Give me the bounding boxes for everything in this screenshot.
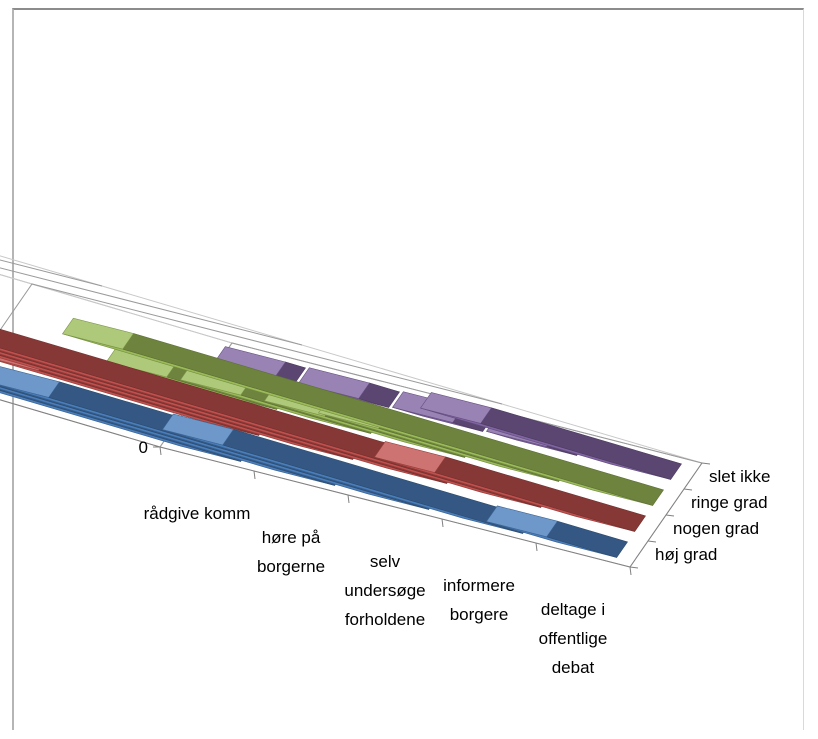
series-tick [629,566,639,569]
category-label-line: forholdene [345,610,425,629]
bar-top-face [62,317,134,350]
bar-top-face [486,505,558,538]
category-label-line: debat [552,658,595,677]
category-label: rådgive komm [144,504,251,523]
category-label: selv undersøge forholdene [344,552,425,629]
category-tick [441,518,444,528]
category-tick [629,566,632,576]
bar-top-face [298,367,370,399]
category-label-line: informere [443,576,515,595]
gridline [0,267,303,346]
category-label-line: selv [370,552,401,571]
bar-top-face [0,366,60,398]
category-label-line: høre på [262,528,321,547]
category-tick [159,446,162,456]
series-tick [701,462,711,465]
bar-top-face [374,441,446,473]
category-axis: rådgive komm høre på borgerne selv undersøge… [144,446,632,677]
series-label: høj grad [655,545,717,564]
bar-slet-ikke-5 [420,392,682,480]
category-label-line: offentlige [539,629,608,648]
category-label: høre på borgerne [257,528,325,576]
gridline [0,283,503,405]
series-label: slet ikke [709,467,770,486]
bar-top-face [420,392,492,424]
bars [0,317,682,558]
bar-nogen-grad-5 [374,441,646,532]
series-label: ringe grad [691,493,768,512]
category-label-line: rådgive komm [144,504,251,523]
series-axis: høj grad nogen grad ringe grad slet ikke [629,462,770,569]
category-axis-line [159,446,631,568]
category-label-line: borgerne [257,557,325,576]
category-label: informere borgere [443,576,515,624]
category-label-line: undersøge [344,581,425,600]
category-label: deltage i offentlige debat [539,600,608,677]
series-tick [683,488,693,491]
category-label-line: borgere [450,605,509,624]
value-tick-label: 0 [139,438,148,457]
series-tick [665,514,675,517]
value-axis: 020406080100 [0,399,161,457]
category-tick [535,542,538,552]
series-tick [647,540,657,543]
category-label-line: deltage i [541,600,605,619]
bar-høj-grad-5 [486,505,628,558]
gridline [0,259,103,287]
bar-ringe-grad-5 [62,317,664,506]
bar-top-face [162,413,234,446]
category-tick [253,470,256,480]
series-label: nogen grad [673,519,759,538]
category-tick [347,494,350,504]
